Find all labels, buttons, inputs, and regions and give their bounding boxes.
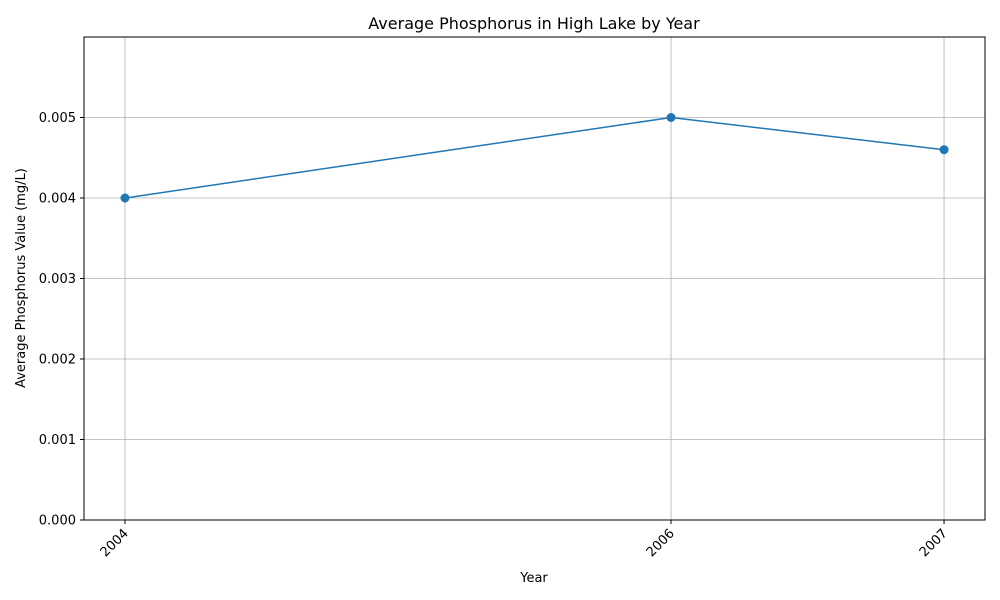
data-point-marker bbox=[120, 193, 130, 203]
y-tick-label: 0.001 bbox=[39, 433, 76, 448]
x-tick-label: 2006 bbox=[644, 526, 678, 560]
y-tick-label: 0.005 bbox=[39, 111, 76, 126]
y-axis-label: Average Phosphorus Value (mg/L) bbox=[14, 168, 29, 388]
y-tick-label: 0.004 bbox=[39, 192, 76, 207]
grid-lines bbox=[84, 37, 985, 521]
x-axis-ticks: 2004 2006 2007 bbox=[98, 520, 951, 560]
y-axis-ticks: 0.000 0.001 0.002 0.003 0.004 0.005 bbox=[39, 111, 84, 529]
y-tick-label: 0.003 bbox=[39, 272, 76, 287]
y-tick-label: 0.000 bbox=[39, 514, 76, 529]
x-axis-label: Year bbox=[519, 571, 548, 586]
series-layer bbox=[120, 113, 949, 203]
data-point-marker bbox=[666, 113, 676, 122]
chart-title: Average Phosphorus in High Lake by Year bbox=[368, 14, 700, 33]
x-tick-label: 2007 bbox=[917, 526, 951, 560]
data-point-marker bbox=[939, 145, 949, 155]
x-tick-label: 2004 bbox=[98, 526, 132, 560]
y-tick-label: 0.002 bbox=[39, 353, 76, 368]
series-line bbox=[124, 116, 945, 199]
